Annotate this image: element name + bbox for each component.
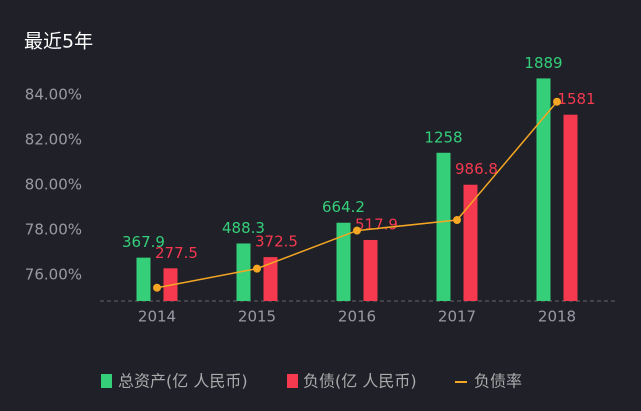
bar	[463, 184, 478, 301]
value-label: 664.2	[322, 198, 365, 216]
legend-swatch	[287, 374, 298, 388]
chart-title: 最近5年	[24, 31, 93, 53]
value-label: 367.9	[122, 233, 165, 251]
legend-label: 总资产(亿 人民币)	[118, 372, 248, 391]
y-tick-label: 80.00%	[25, 175, 82, 193]
point	[253, 264, 261, 273]
point	[453, 216, 461, 225]
legend-swatch	[101, 374, 112, 388]
legend-label: 负债率	[474, 372, 522, 391]
value-label: 488.3	[222, 219, 265, 237]
value-label: 1581	[557, 90, 595, 108]
x-tick-label: 2015	[238, 308, 276, 326]
x-tick-label: 2017	[438, 308, 476, 326]
y-tick-label: 82.00%	[25, 130, 82, 148]
point	[553, 97, 561, 106]
bar	[363, 239, 378, 301]
bar	[263, 257, 278, 301]
bar	[236, 243, 251, 301]
bar	[136, 257, 151, 301]
point	[353, 226, 361, 235]
bar	[563, 114, 578, 301]
value-label: 277.5	[155, 244, 198, 262]
bar	[536, 78, 551, 301]
bar	[436, 152, 451, 301]
legend-label: 负债(亿 人民币)	[303, 372, 417, 391]
value-label: 1258	[424, 128, 462, 146]
y-tick-label: 84.00%	[25, 85, 82, 103]
value-label: 1889	[524, 54, 562, 72]
point	[153, 283, 161, 292]
x-tick-label: 2016	[338, 308, 376, 326]
y-tick-label: 78.00%	[25, 220, 82, 238]
y-tick-label: 76.00%	[25, 265, 82, 283]
legend: 总资产(亿 人民币) 负债(亿 人民币) 负债率	[101, 372, 522, 391]
x-tick-label: 2018	[538, 308, 576, 326]
bar	[336, 222, 351, 301]
x-tick-label: 2014	[138, 308, 176, 326]
value-label: 986.8	[455, 160, 498, 178]
value-label: 372.5	[255, 233, 298, 251]
